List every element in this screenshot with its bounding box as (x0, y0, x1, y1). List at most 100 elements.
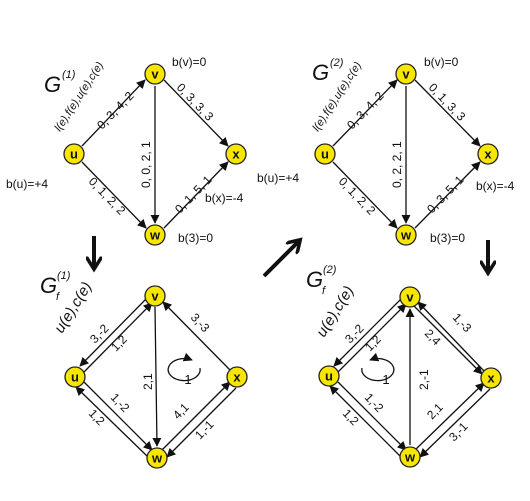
edge-label-v-x: 0, 3, 3, 3 (174, 80, 217, 124)
node-u: u (318, 365, 340, 387)
supply-v: b(v)=0 (424, 55, 459, 69)
panel-title-superscript: (1) (57, 270, 71, 282)
edge-label-w-u: 1,-2 (108, 390, 133, 415)
edge-x-w (166, 387, 237, 458)
edge-w-x (414, 161, 481, 229)
node-x: x (226, 366, 248, 388)
panel-title-superscript: (1) (62, 69, 76, 81)
edge-v-w (152, 306, 162, 447)
edge-label-legend: u(e),c(e) (51, 279, 95, 336)
panel-g1: G (1) l(e),f(e),u(e),c(e) 0, 3, 4, 2 0, … (6, 55, 247, 246)
edge-label-u-v: 0, 3, 4, 2 (344, 89, 387, 133)
svg-text:w: w (151, 451, 163, 466)
edge-label-x-w: 3,-1 (446, 419, 471, 444)
edge-label-v-w: 0, 2, 2, 1 (390, 141, 404, 188)
svg-text:x: x (484, 147, 492, 162)
edge-label-v-w: 0, 0, 2, 1 (139, 141, 153, 188)
edge-label-u-w: 0, 1, 2, 2 (86, 174, 129, 218)
node-x: x (477, 143, 499, 165)
edge-v-x (414, 79, 481, 147)
edge-v-x (413, 305, 483, 375)
edge-u-v (337, 303, 407, 373)
edge-label-u-w: 0, 1, 2, 2 (336, 174, 379, 218)
edge-label-u-v: 1,2 (108, 332, 130, 354)
cycle-arrow-icon (361, 352, 395, 382)
panel-title: G (40, 273, 57, 298)
node-w: w (146, 447, 168, 469)
edge-u-v (81, 79, 146, 147)
panel-title: G (44, 72, 61, 97)
node-w: w (399, 446, 421, 468)
svg-text:v: v (406, 290, 414, 305)
edge-label-u-v: 0, 3, 4, 2 (94, 89, 137, 133)
cycle-cost: -1 (378, 372, 390, 387)
svg-text:x: x (232, 147, 240, 162)
edge-u-v (83, 302, 153, 373)
edge-v-u (79, 296, 149, 367)
supply-x: b(x)=-4 (205, 191, 244, 205)
svg-text:u: u (325, 369, 333, 384)
svg-text:u: u (71, 370, 79, 385)
edge-x-v (417, 301, 485, 372)
edge-u-w (81, 161, 147, 229)
node-v: v (144, 63, 166, 85)
svg-text:v: v (402, 67, 410, 82)
edge-w-u (329, 385, 401, 457)
edge-label-v-u: 3,-2 (87, 321, 112, 346)
supply-w: b(3)=0 (430, 231, 465, 245)
node-v: v (399, 286, 421, 308)
edge-u-v (332, 79, 398, 147)
svg-text:x: x (487, 371, 495, 386)
edge-x-w (419, 388, 491, 458)
edge-label-x-w: 1,-1 (192, 417, 217, 442)
node-u: u (314, 143, 336, 165)
svg-text:v: v (151, 289, 159, 304)
node-u: u (63, 143, 85, 165)
panel-gf2: G f (2) u(e),c(e) 3,-2 1,2 2,-1 1,-2 1,2… (306, 264, 502, 468)
arrow-diagonal (262, 242, 298, 278)
supply-u: b(u)=+4 (257, 171, 299, 185)
panel-gf1: G f (1) u(e),c(e) 3,-2 1,2 2,1 1,-2 1,2 … (40, 270, 248, 469)
edge-w-x (163, 161, 229, 229)
panel-g2: G (2) l(e),f(e),u(e),c(e) 0, 3, 4, 2 0, … (257, 55, 515, 246)
edge-u-w (83, 381, 153, 451)
edge-label-v-x: 0, 1, 3, 3 (426, 80, 469, 124)
edge-w-x (414, 382, 485, 451)
node-v: v (395, 63, 417, 85)
panel-title-subscript: f (322, 285, 326, 297)
svg-text:x: x (233, 370, 241, 385)
edge-label-w-x: 0, 3, 5, 1 (424, 173, 467, 217)
edge-w-u (75, 386, 148, 457)
supply-w: b(3)=0 (178, 231, 213, 245)
supply-u: b(u)=+4 (6, 177, 48, 191)
panel-title: G (312, 60, 329, 85)
svg-text:w: w (404, 450, 416, 465)
edge-label-v-x: 2,4 (422, 326, 444, 348)
supply-x: b(x)=-4 (476, 179, 515, 193)
edge-label-w-v: 2,-1 (417, 369, 431, 390)
node-x: x (225, 143, 247, 165)
edge-label-v-w: 2,1 (141, 373, 155, 390)
edge-v-u (333, 297, 403, 367)
svg-text:v: v (151, 67, 159, 82)
edge-label-u-w: 1,2 (86, 406, 108, 428)
panel-title: G (306, 267, 323, 292)
edge-label-x-v: 1,-3 (450, 310, 475, 335)
edge-u-w (337, 381, 407, 451)
edge-x-v (162, 301, 231, 371)
edge-u-w (332, 161, 398, 229)
node-w: w (144, 224, 166, 246)
panel-title-subscript: f (56, 291, 60, 303)
svg-text:w: w (149, 228, 161, 243)
edge-label-u-w: 1,2 (340, 406, 362, 428)
cycle-cost: -1 (180, 372, 192, 387)
edge-label-w-x: 2,1 (424, 400, 446, 422)
edge-v-x (163, 79, 229, 147)
node-x: x (480, 367, 502, 389)
node-u: u (64, 366, 86, 388)
panel-title-superscript: (2) (323, 264, 337, 276)
edge-w-x (161, 381, 231, 451)
svg-text:w: w (400, 228, 412, 243)
panel-title-superscript: (2) (330, 57, 344, 69)
